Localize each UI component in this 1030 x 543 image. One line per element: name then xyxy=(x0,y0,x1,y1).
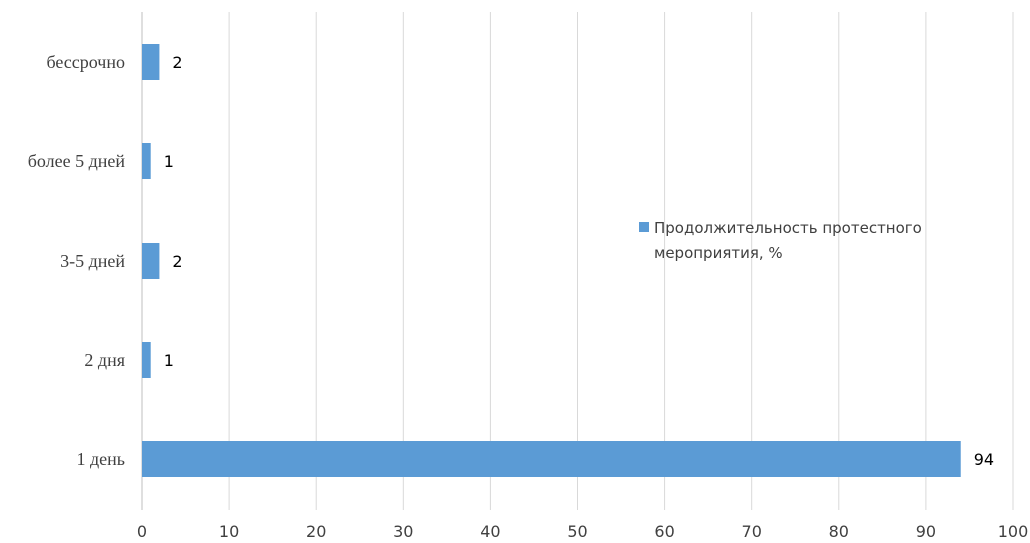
category-label: 1 день xyxy=(77,449,126,469)
x-tick-label: 30 xyxy=(393,522,413,541)
x-tick-label: 50 xyxy=(567,522,587,541)
data-label: 2 xyxy=(172,53,182,72)
x-tick-label: 80 xyxy=(829,522,849,541)
data-label: 1 xyxy=(164,152,174,171)
label-layer: 0 10 20 30 40 50 60 70 80 90 100 1 день 94 2 дня 1 3-5 … xyxy=(28,52,1029,541)
x-tick-label: 90 xyxy=(916,522,936,541)
category-label: бессрочно xyxy=(46,52,125,72)
x-tick-label: 100 xyxy=(998,522,1029,541)
data-label: 2 xyxy=(172,252,182,271)
category-label: 3-5 дней xyxy=(60,251,125,271)
data-label: 1 xyxy=(164,351,174,370)
category-label: 2 дня xyxy=(84,350,125,370)
x-tick-label: 40 xyxy=(480,522,500,541)
bar-layer xyxy=(142,44,961,477)
x-tick-label: 60 xyxy=(654,522,674,541)
legend: Продолжительность протестного мероприяти… xyxy=(639,219,922,262)
x-tick-label: 70 xyxy=(742,522,762,541)
x-tick-label: 10 xyxy=(219,522,239,541)
bar xyxy=(142,243,160,279)
bar xyxy=(142,44,160,80)
bar xyxy=(142,342,151,378)
legend-text-line-2: мероприятия, % xyxy=(654,244,783,262)
legend-text-line-1: Продолжительность протестного xyxy=(654,219,922,237)
category-label: более 5 дней xyxy=(28,151,126,171)
legend-swatch xyxy=(639,222,649,232)
bar xyxy=(142,441,961,477)
x-tick-label: 0 xyxy=(137,522,147,541)
x-tick-label: 20 xyxy=(306,522,326,541)
bar xyxy=(142,143,151,179)
data-label: 94 xyxy=(974,450,994,469)
grid-layer xyxy=(141,12,1014,510)
